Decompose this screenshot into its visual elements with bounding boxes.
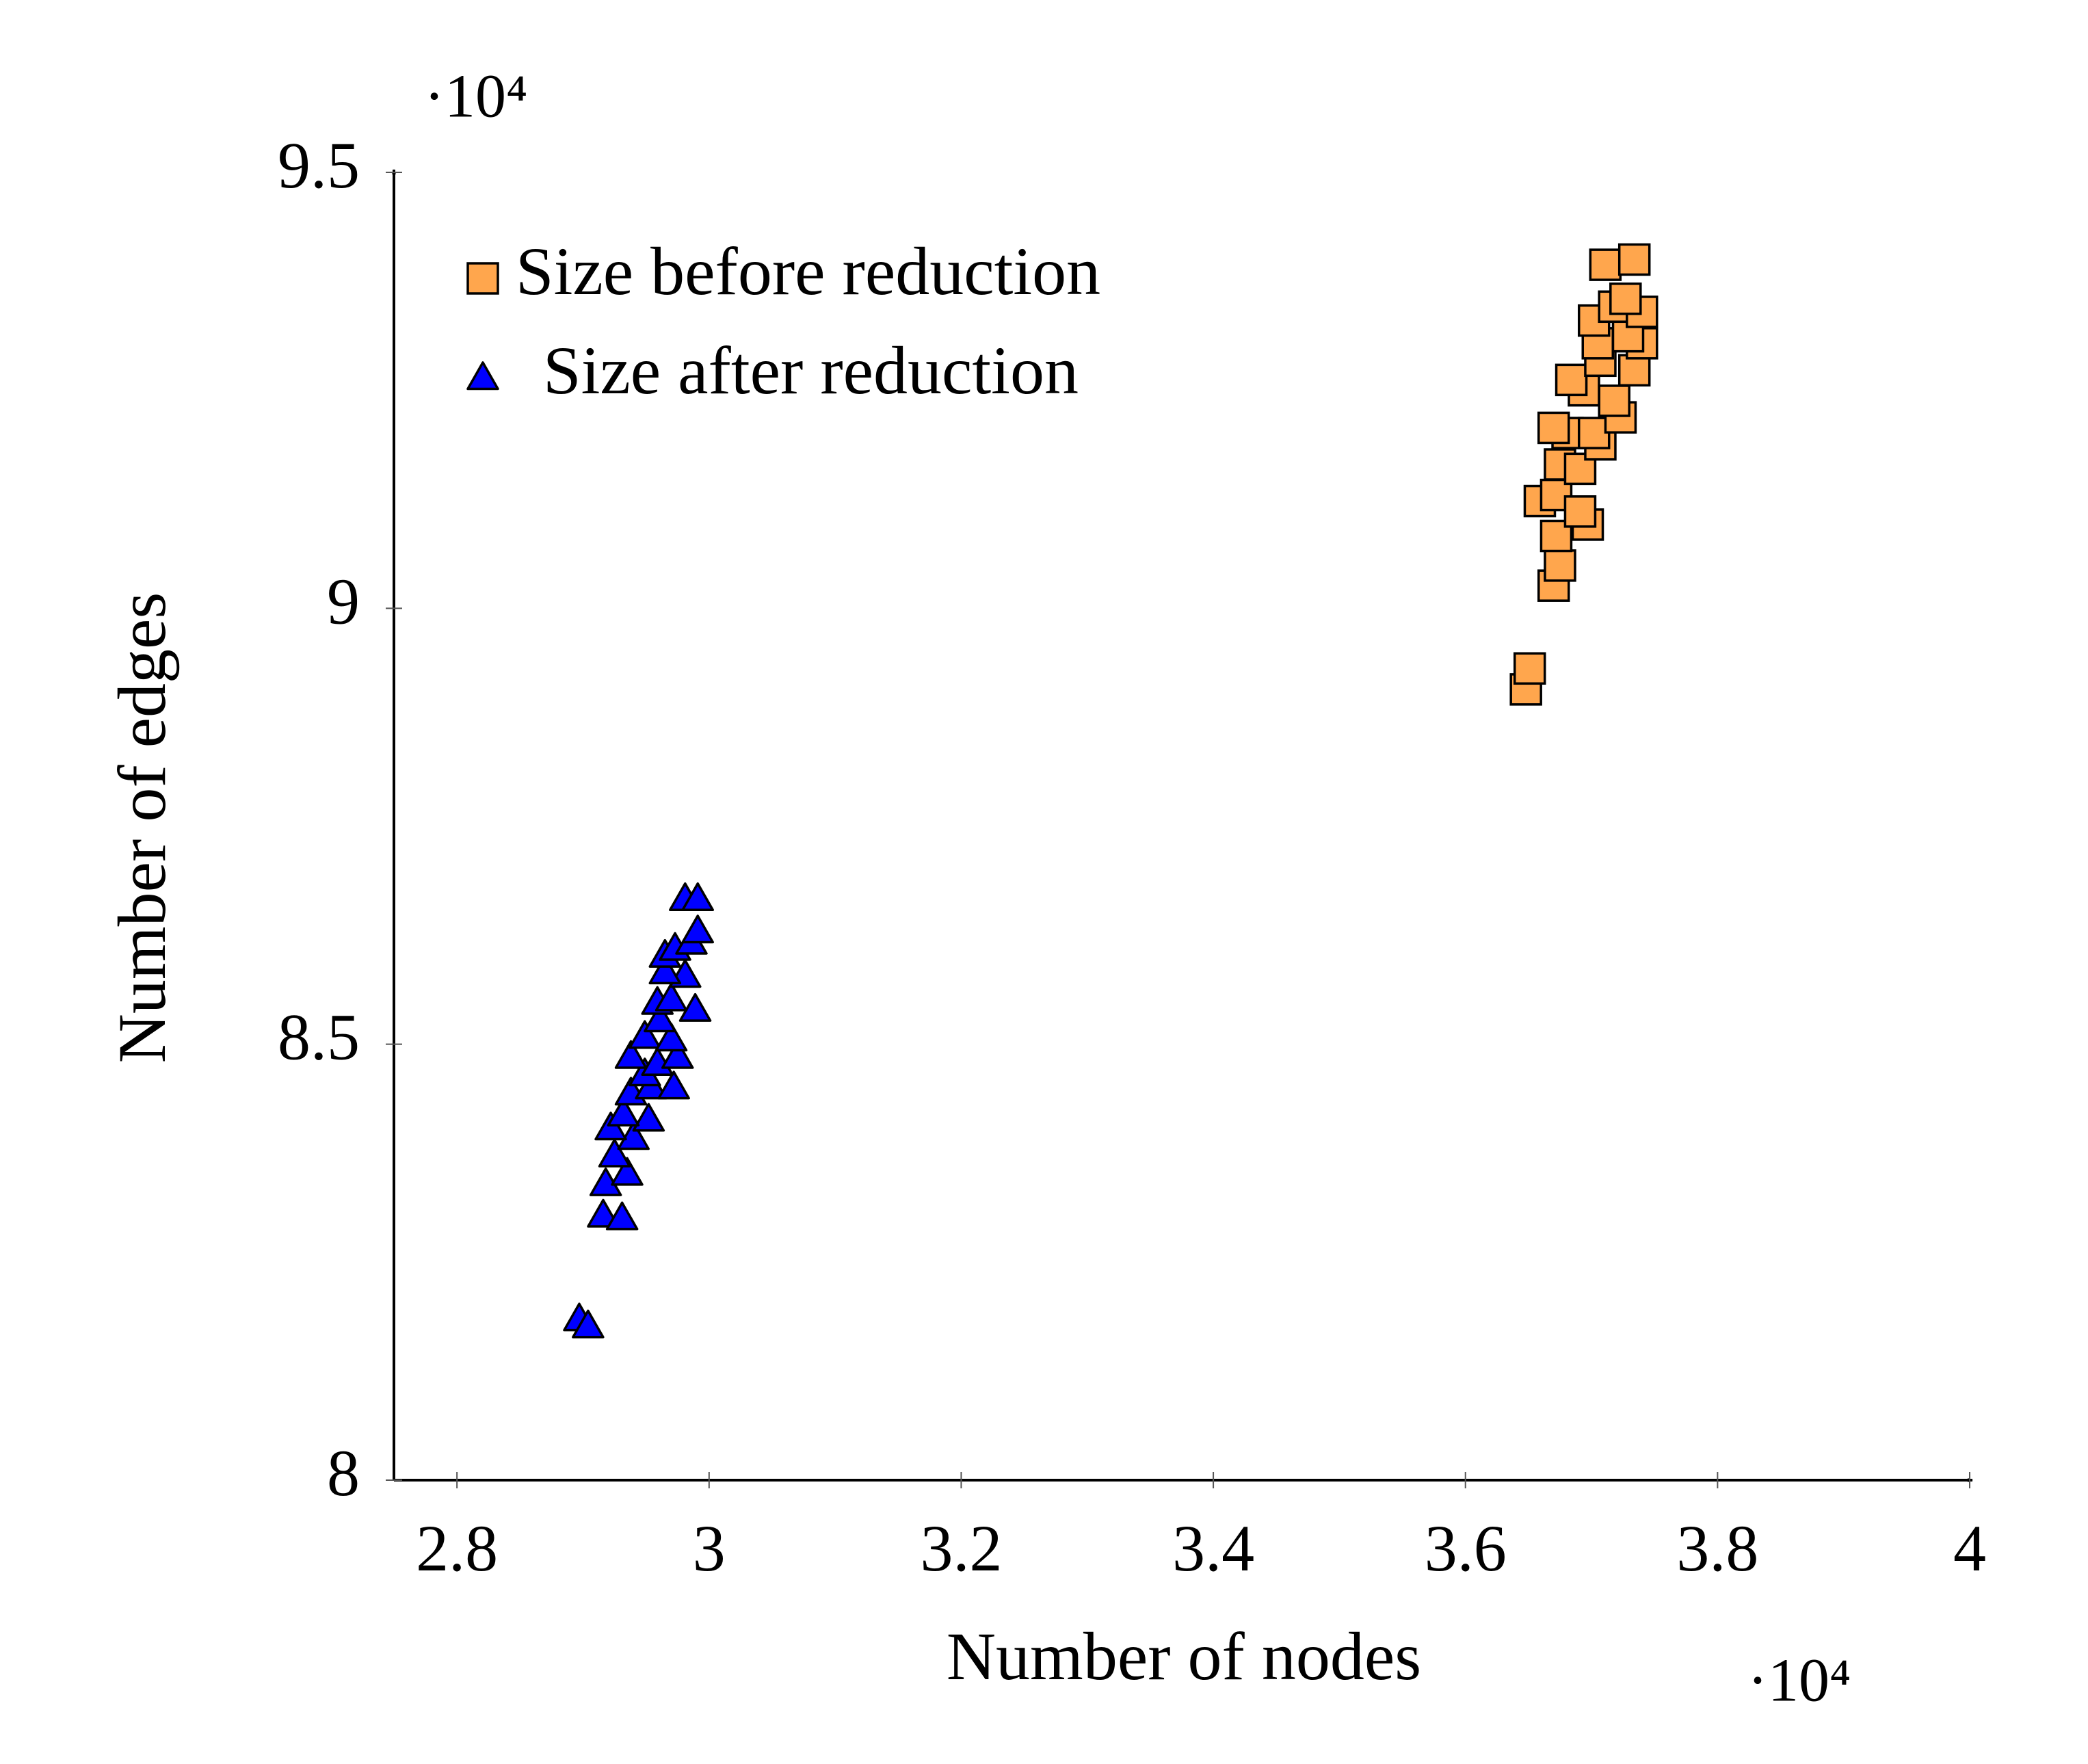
point <box>655 1023 688 1052</box>
point <box>1544 549 1576 582</box>
x-tick-label: 3.4 <box>1172 1512 1254 1585</box>
y-tick-label: 9.5 <box>278 129 360 202</box>
y-tick-label: 9 <box>327 564 360 637</box>
point <box>1513 652 1546 685</box>
legend-label: Size after reduction <box>543 332 1079 408</box>
point <box>661 1040 694 1069</box>
y-scale-label: ·10⁴ <box>424 63 527 131</box>
x-tick-label: 4 <box>1953 1512 1986 1585</box>
x-tick-label: 2.8 <box>416 1512 498 1585</box>
point <box>605 1201 639 1230</box>
x-tick-label: 3.6 <box>1425 1512 1507 1585</box>
point <box>611 1157 644 1186</box>
point <box>644 1003 676 1033</box>
point <box>1589 248 1622 281</box>
point <box>1598 384 1630 417</box>
point <box>614 1040 648 1069</box>
point <box>629 1020 661 1049</box>
point <box>598 1138 631 1168</box>
x-tick-label: 3 <box>693 1512 726 1585</box>
point <box>648 956 682 985</box>
point <box>681 882 714 912</box>
x-axis-label: Number of nodes <box>947 1618 1421 1694</box>
legend-label: Size before reduction <box>516 233 1100 309</box>
point <box>1537 411 1570 445</box>
point <box>1617 243 1651 276</box>
y-tick-label: 8.5 <box>278 1001 360 1074</box>
point <box>587 1198 620 1228</box>
x-scale-label: ·10⁴ <box>1747 1647 1851 1715</box>
point <box>1609 282 1642 315</box>
legend-marker <box>466 361 499 391</box>
point <box>1617 354 1651 387</box>
legend-marker <box>466 262 499 295</box>
point <box>1555 363 1588 397</box>
point <box>681 914 714 944</box>
y-axis-label: Number of edges <box>104 592 180 1064</box>
x-tick-label: 3.8 <box>1676 1512 1758 1585</box>
x-tick-label: 3.2 <box>920 1512 1002 1585</box>
point <box>657 1070 690 1100</box>
point <box>655 982 688 1012</box>
point <box>617 1121 650 1150</box>
y-tick-label: 8 <box>327 1436 360 1510</box>
point <box>572 1309 605 1339</box>
point <box>678 992 712 1022</box>
point <box>1563 495 1597 528</box>
point <box>632 1103 665 1132</box>
point <box>607 1097 640 1127</box>
